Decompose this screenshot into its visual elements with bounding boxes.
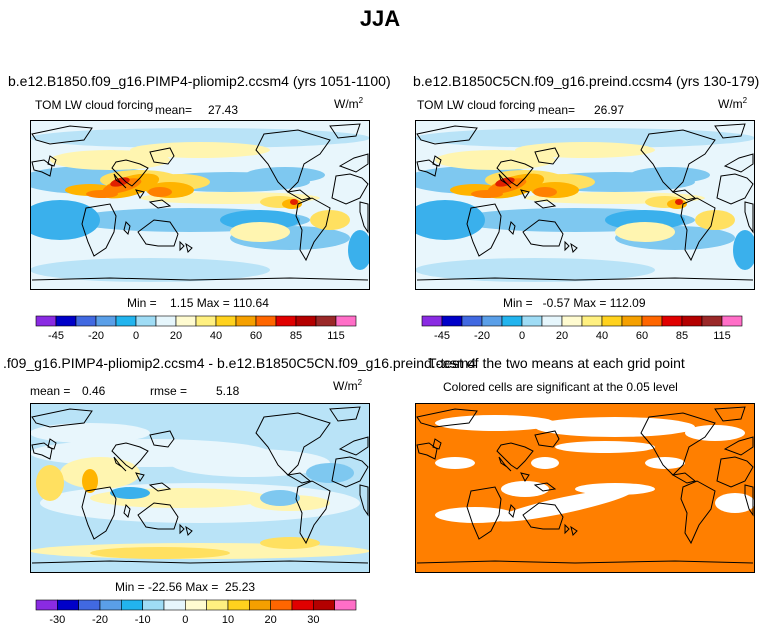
- colorbar-swatch: [501, 315, 523, 327]
- colorbar-swatch: [681, 315, 703, 327]
- panel3-map: [30, 403, 370, 573]
- panel1-stats: Min = 1.15 Max = 110.64: [127, 296, 269, 310]
- colorbar-tick-label: 115: [713, 330, 731, 342]
- colorbar-tick-label: 60: [636, 330, 648, 342]
- colorbar-swatch: [163, 599, 186, 611]
- panel3-title: .f09_g16.PIMP4-pliomip2.ccsm4 - b.e12.B1…: [3, 355, 477, 371]
- panel3-rmse-value: 5.18: [216, 384, 240, 398]
- colorbar-swatch: [641, 315, 663, 327]
- colorbar-swatch: [78, 599, 101, 611]
- colorbar-tick-label: 40: [210, 330, 222, 342]
- colorbar-swatch: [661, 315, 683, 327]
- colorbar-swatch: [95, 315, 117, 327]
- colorbar-swatch: [721, 315, 743, 327]
- colorbar-tick-label: 85: [676, 330, 688, 342]
- colorbar-tick-label: 40: [596, 330, 608, 342]
- colorbar-swatch: [441, 315, 463, 327]
- colorbar-swatch: [295, 315, 317, 327]
- colorbar-tick-label: -45: [434, 330, 450, 342]
- colorbar-swatch: [35, 315, 57, 327]
- colorbar-swatch: [185, 599, 207, 611]
- colorbar-tick-label: 20: [170, 330, 182, 342]
- colorbar-swatch: [57, 599, 79, 611]
- colorbar-swatch: [461, 315, 483, 327]
- panel2-units: W/m2: [718, 96, 748, 111]
- colorbar-tick-label: -10: [135, 614, 151, 626]
- colorbar-swatch: [206, 599, 229, 611]
- colorbar-swatch: [334, 599, 357, 611]
- colorbar-tick-label: -20: [92, 614, 108, 626]
- colorbar-tick-label: 0: [519, 330, 525, 342]
- panel3-rmse-label: rmse =: [150, 384, 188, 398]
- panel3-stats: Min = -22.56 Max = 25.23: [115, 580, 256, 594]
- colorbar-swatch: [99, 599, 122, 611]
- panel4-map: [415, 403, 755, 573]
- panel1-colorbar: -45 -20 0 20 40 60 85 115: [35, 315, 357, 342]
- panel1-variable: TOM LW cloud forcing: [35, 98, 154, 112]
- colorbar-tick-label: 60: [250, 330, 262, 342]
- panel4-subtitle: Colored cells are significant at the 0.0…: [443, 380, 678, 394]
- colorbar-swatch: [421, 315, 443, 327]
- colorbar-swatch: [291, 599, 314, 611]
- colorbar-swatch: [270, 599, 293, 611]
- panel3-colorbar: -30 -20 -10 0 10 20 30: [35, 599, 357, 626]
- colorbar-swatch: [227, 599, 250, 611]
- panel1-mean-label: mean=: [155, 103, 193, 117]
- colorbar-swatch: [335, 315, 357, 327]
- colorbar-swatch: [75, 315, 97, 327]
- colorbar-tick-label: 30: [307, 614, 319, 626]
- colorbar-tick-label: 115: [327, 330, 345, 342]
- colorbar-tick-label: 10: [222, 614, 234, 626]
- panel4-title: T-test of the two means at each grid poi…: [428, 355, 685, 371]
- colorbar-swatch: [121, 599, 143, 611]
- colorbar-tick-label: -45: [48, 330, 64, 342]
- figure-title: JJA: [359, 6, 401, 31]
- panel3-mean-value: 0.46: [82, 384, 106, 398]
- panel2-mean-label: mean=: [538, 103, 576, 117]
- panel3-mean-label: mean =: [30, 384, 71, 398]
- colorbar-swatch: [235, 315, 257, 327]
- colorbar-swatch: [521, 315, 543, 327]
- panel3-units: W/m2: [333, 378, 363, 393]
- colorbar-swatch: [481, 315, 503, 327]
- panel2-stats: Min = -0.57 Max = 112.09: [503, 296, 646, 310]
- panel1-map: [30, 120, 370, 290]
- colorbar-tick-label: 0: [182, 614, 188, 626]
- colorbar-swatch: [115, 315, 137, 327]
- panel2-map: [415, 120, 755, 290]
- colorbar-tick-label: 20: [265, 614, 277, 626]
- colorbar-swatch: [601, 315, 623, 327]
- panel1-mean-value: 27.43: [208, 103, 239, 117]
- colorbar-swatch: [55, 315, 77, 327]
- panel1-title: b.e12.B1850.f09_g16.PIMP4-pliomip2.ccsm4…: [8, 73, 391, 89]
- colorbar-swatch: [195, 315, 217, 327]
- colorbar-swatch: [313, 599, 335, 611]
- colorbar-swatch: [215, 315, 237, 327]
- colorbar-swatch: [249, 599, 271, 611]
- panel2-colorbar: -45 -20 0 20 40 60 85 115: [421, 315, 743, 342]
- panel2-mean-value: 26.97: [594, 103, 625, 117]
- colorbar-swatch: [581, 315, 603, 327]
- colorbar-swatch: [35, 599, 58, 611]
- colorbar-swatch: [142, 599, 165, 611]
- colorbar-tick-label: 85: [290, 330, 302, 342]
- colorbar-swatch: [175, 315, 197, 327]
- colorbar-swatch: [315, 315, 337, 327]
- colorbar-swatch: [255, 315, 277, 327]
- colorbar-tick-label: -20: [474, 330, 490, 342]
- colorbar-swatch: [541, 315, 563, 327]
- colorbar-swatch: [561, 315, 583, 327]
- colorbar-tick-label: 0: [133, 330, 139, 342]
- colorbar-tick-label: -30: [49, 614, 65, 626]
- panel2-title: b.e12.B1850C5CN.f09_g16.preind.ccsm4 (yr…: [413, 73, 760, 89]
- colorbar-tick-label: 20: [556, 330, 568, 342]
- colorbar-swatch: [135, 315, 157, 327]
- colorbar-swatch: [275, 315, 297, 327]
- colorbar-tick-label: -20: [88, 330, 104, 342]
- colorbar-swatch: [701, 315, 723, 327]
- panel1-units: W/m2: [334, 96, 364, 111]
- panel2-variable: TOM LW cloud forcing: [417, 98, 536, 112]
- colorbar-swatch: [155, 315, 177, 327]
- colorbar-swatch: [621, 315, 643, 327]
